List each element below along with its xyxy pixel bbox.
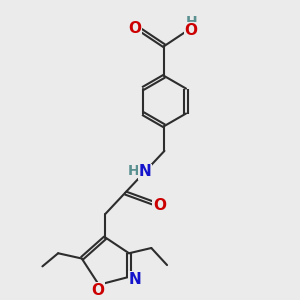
- Text: O: O: [185, 23, 198, 38]
- Text: O: O: [153, 198, 166, 213]
- Text: N: N: [138, 164, 151, 179]
- Text: H: H: [128, 164, 140, 178]
- Text: H: H: [185, 15, 197, 29]
- Text: O: O: [128, 21, 142, 36]
- Text: N: N: [128, 272, 141, 287]
- Text: O: O: [91, 283, 104, 298]
